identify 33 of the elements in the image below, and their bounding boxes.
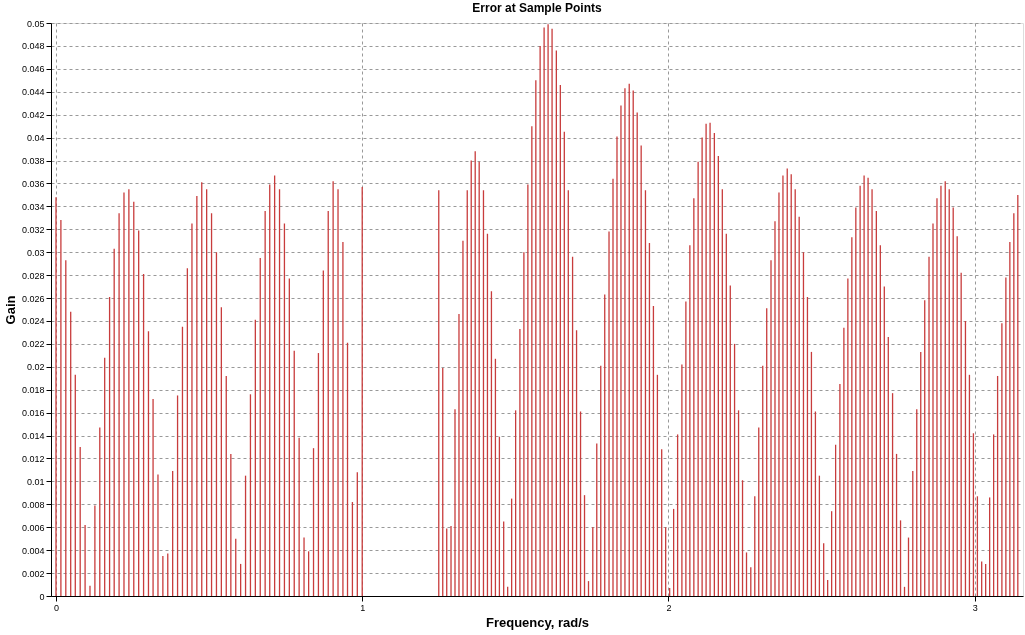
y-tick-label: 0.048 xyxy=(21,41,45,52)
y-tick-label: 0.022 xyxy=(21,339,45,350)
y-tick-label: 0.034 xyxy=(21,201,45,212)
y-tick-label: 0.044 xyxy=(21,87,45,98)
y-tick-label: 0.008 xyxy=(21,499,45,510)
y-tick-label: 0.04 xyxy=(26,133,45,144)
y-tick-label: 0.01 xyxy=(26,476,45,487)
y-tick-label: 0.018 xyxy=(21,385,45,396)
y-tick-label: 0.026 xyxy=(21,293,45,304)
x-tick-label: 2 xyxy=(666,602,672,613)
y-tick-label: 0.014 xyxy=(21,431,45,442)
x-tick-label: 1 xyxy=(360,602,366,613)
y-axis-title: Gain xyxy=(2,295,18,325)
y-tick-label: 0.03 xyxy=(26,247,45,258)
y-tick-label: 0.004 xyxy=(21,545,45,556)
y-tick-label: 0.05 xyxy=(26,18,45,29)
chart-title: Error at Sample Points xyxy=(472,1,603,15)
y-tick-label: 0.038 xyxy=(21,156,45,167)
x-tick-label: 3 xyxy=(972,602,978,613)
y-tick-label: 0.024 xyxy=(21,316,45,327)
y-tick-label: 0.046 xyxy=(21,64,45,75)
y-tick-label: 0.002 xyxy=(21,568,45,579)
y-tick-label: 0.006 xyxy=(21,522,45,533)
y-tick-label: 0.036 xyxy=(21,178,45,189)
y-tick-label: 0 xyxy=(39,591,45,602)
x-axis-title: Frequency, rad/s xyxy=(485,614,590,630)
y-tick-label: 0.016 xyxy=(21,408,45,419)
y-tick-label: 0.032 xyxy=(21,224,45,235)
y-tick-label: 0.012 xyxy=(21,453,45,464)
y-tick-label: 0.042 xyxy=(21,110,45,121)
y-tick-label: 0.02 xyxy=(26,362,45,373)
y-tick-label: 0.028 xyxy=(21,270,45,281)
x-tick-label: 0 xyxy=(53,602,60,613)
